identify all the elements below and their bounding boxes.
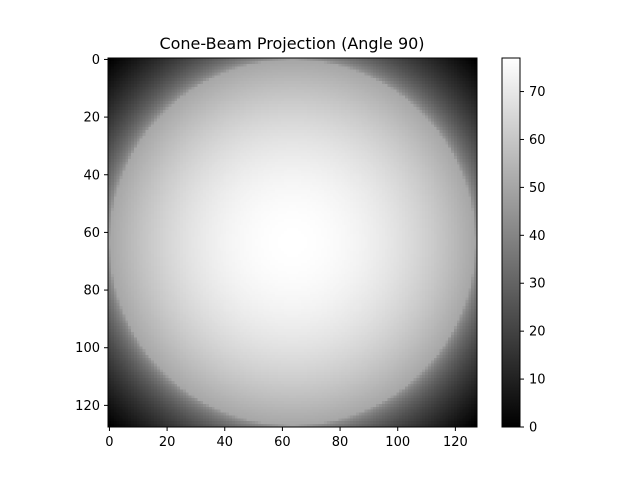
plot-frame	[107, 57, 478, 428]
y-tick-label: 100	[75, 341, 100, 356]
y-tick-label: 60	[83, 226, 100, 241]
y-tick-label: 40	[83, 168, 100, 183]
y-tick-label: 120	[75, 399, 100, 414]
x-tick-label: 60	[274, 435, 291, 450]
colorbar-tick-label: 70	[529, 85, 546, 100]
chart-title: Cone-Beam Projection (Angle 90)	[159, 34, 424, 53]
projection-heatmap	[108, 58, 477, 427]
x-tick-label: 0	[105, 435, 113, 450]
colorbar-tick-label: 20	[529, 325, 546, 340]
y-tick-label: 20	[83, 111, 100, 126]
x-axis: 0 20 40 60 80 100 120	[105, 427, 468, 450]
x-tick-label: 100	[385, 435, 410, 450]
x-tick-label: 40	[216, 435, 233, 450]
colorbar-tick-label: 10	[529, 373, 546, 388]
colorbar-axis: 0 10 20 30 40 50 60 70	[520, 85, 546, 436]
colorbar-tick-label: 60	[529, 133, 546, 148]
y-tick-label: 0	[92, 53, 100, 68]
x-tick-label: 20	[159, 435, 176, 450]
colorbar-tick-label: 40	[529, 229, 546, 244]
x-tick-label: 80	[332, 435, 349, 450]
x-tick-label: 120	[443, 435, 468, 450]
colorbar	[501, 57, 521, 428]
y-axis: 0 20 40 60 80 100 120	[75, 53, 108, 414]
y-tick-label: 80	[83, 284, 100, 299]
colorbar-tick-label: 50	[529, 181, 546, 196]
colorbar-tick-label: 0	[529, 421, 537, 436]
colorbar-tick-label: 30	[529, 277, 546, 292]
